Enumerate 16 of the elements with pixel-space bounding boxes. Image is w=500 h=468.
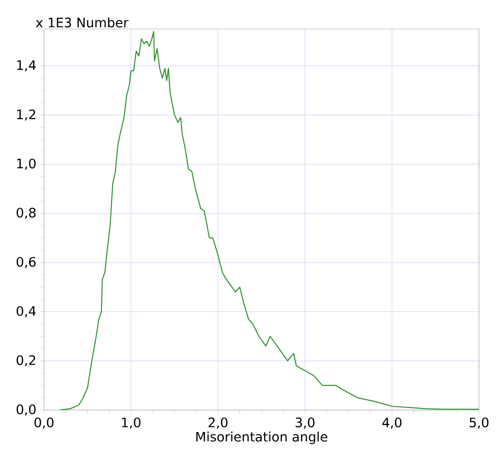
y-tick-label: 1,2	[17, 109, 36, 121]
x-tick-label: 1,0	[122, 418, 140, 429]
x-tick-label: 0,0	[34, 418, 54, 429]
y-tick-label: 0,2	[16, 355, 36, 366]
y-tick-label: 0,0	[16, 404, 36, 416]
x-tick-label: 4,0	[382, 418, 402, 429]
y-tick-label: 1,0	[17, 158, 36, 170]
x-tick-label: 3,0	[296, 418, 314, 429]
y-tick-label: 0,8	[16, 208, 36, 219]
y-tick-label: 0,6	[16, 256, 36, 268]
y-axis-title: x 1E3 Number	[36, 17, 128, 28]
x-tick-label: 2,0	[208, 418, 228, 429]
x-tick-label: 5,0	[470, 418, 488, 429]
y-tick-label: 1,4	[17, 60, 36, 72]
y-tick-label: 0,4	[16, 306, 36, 318]
x-axis-title: Misorientation angle	[196, 432, 328, 444]
